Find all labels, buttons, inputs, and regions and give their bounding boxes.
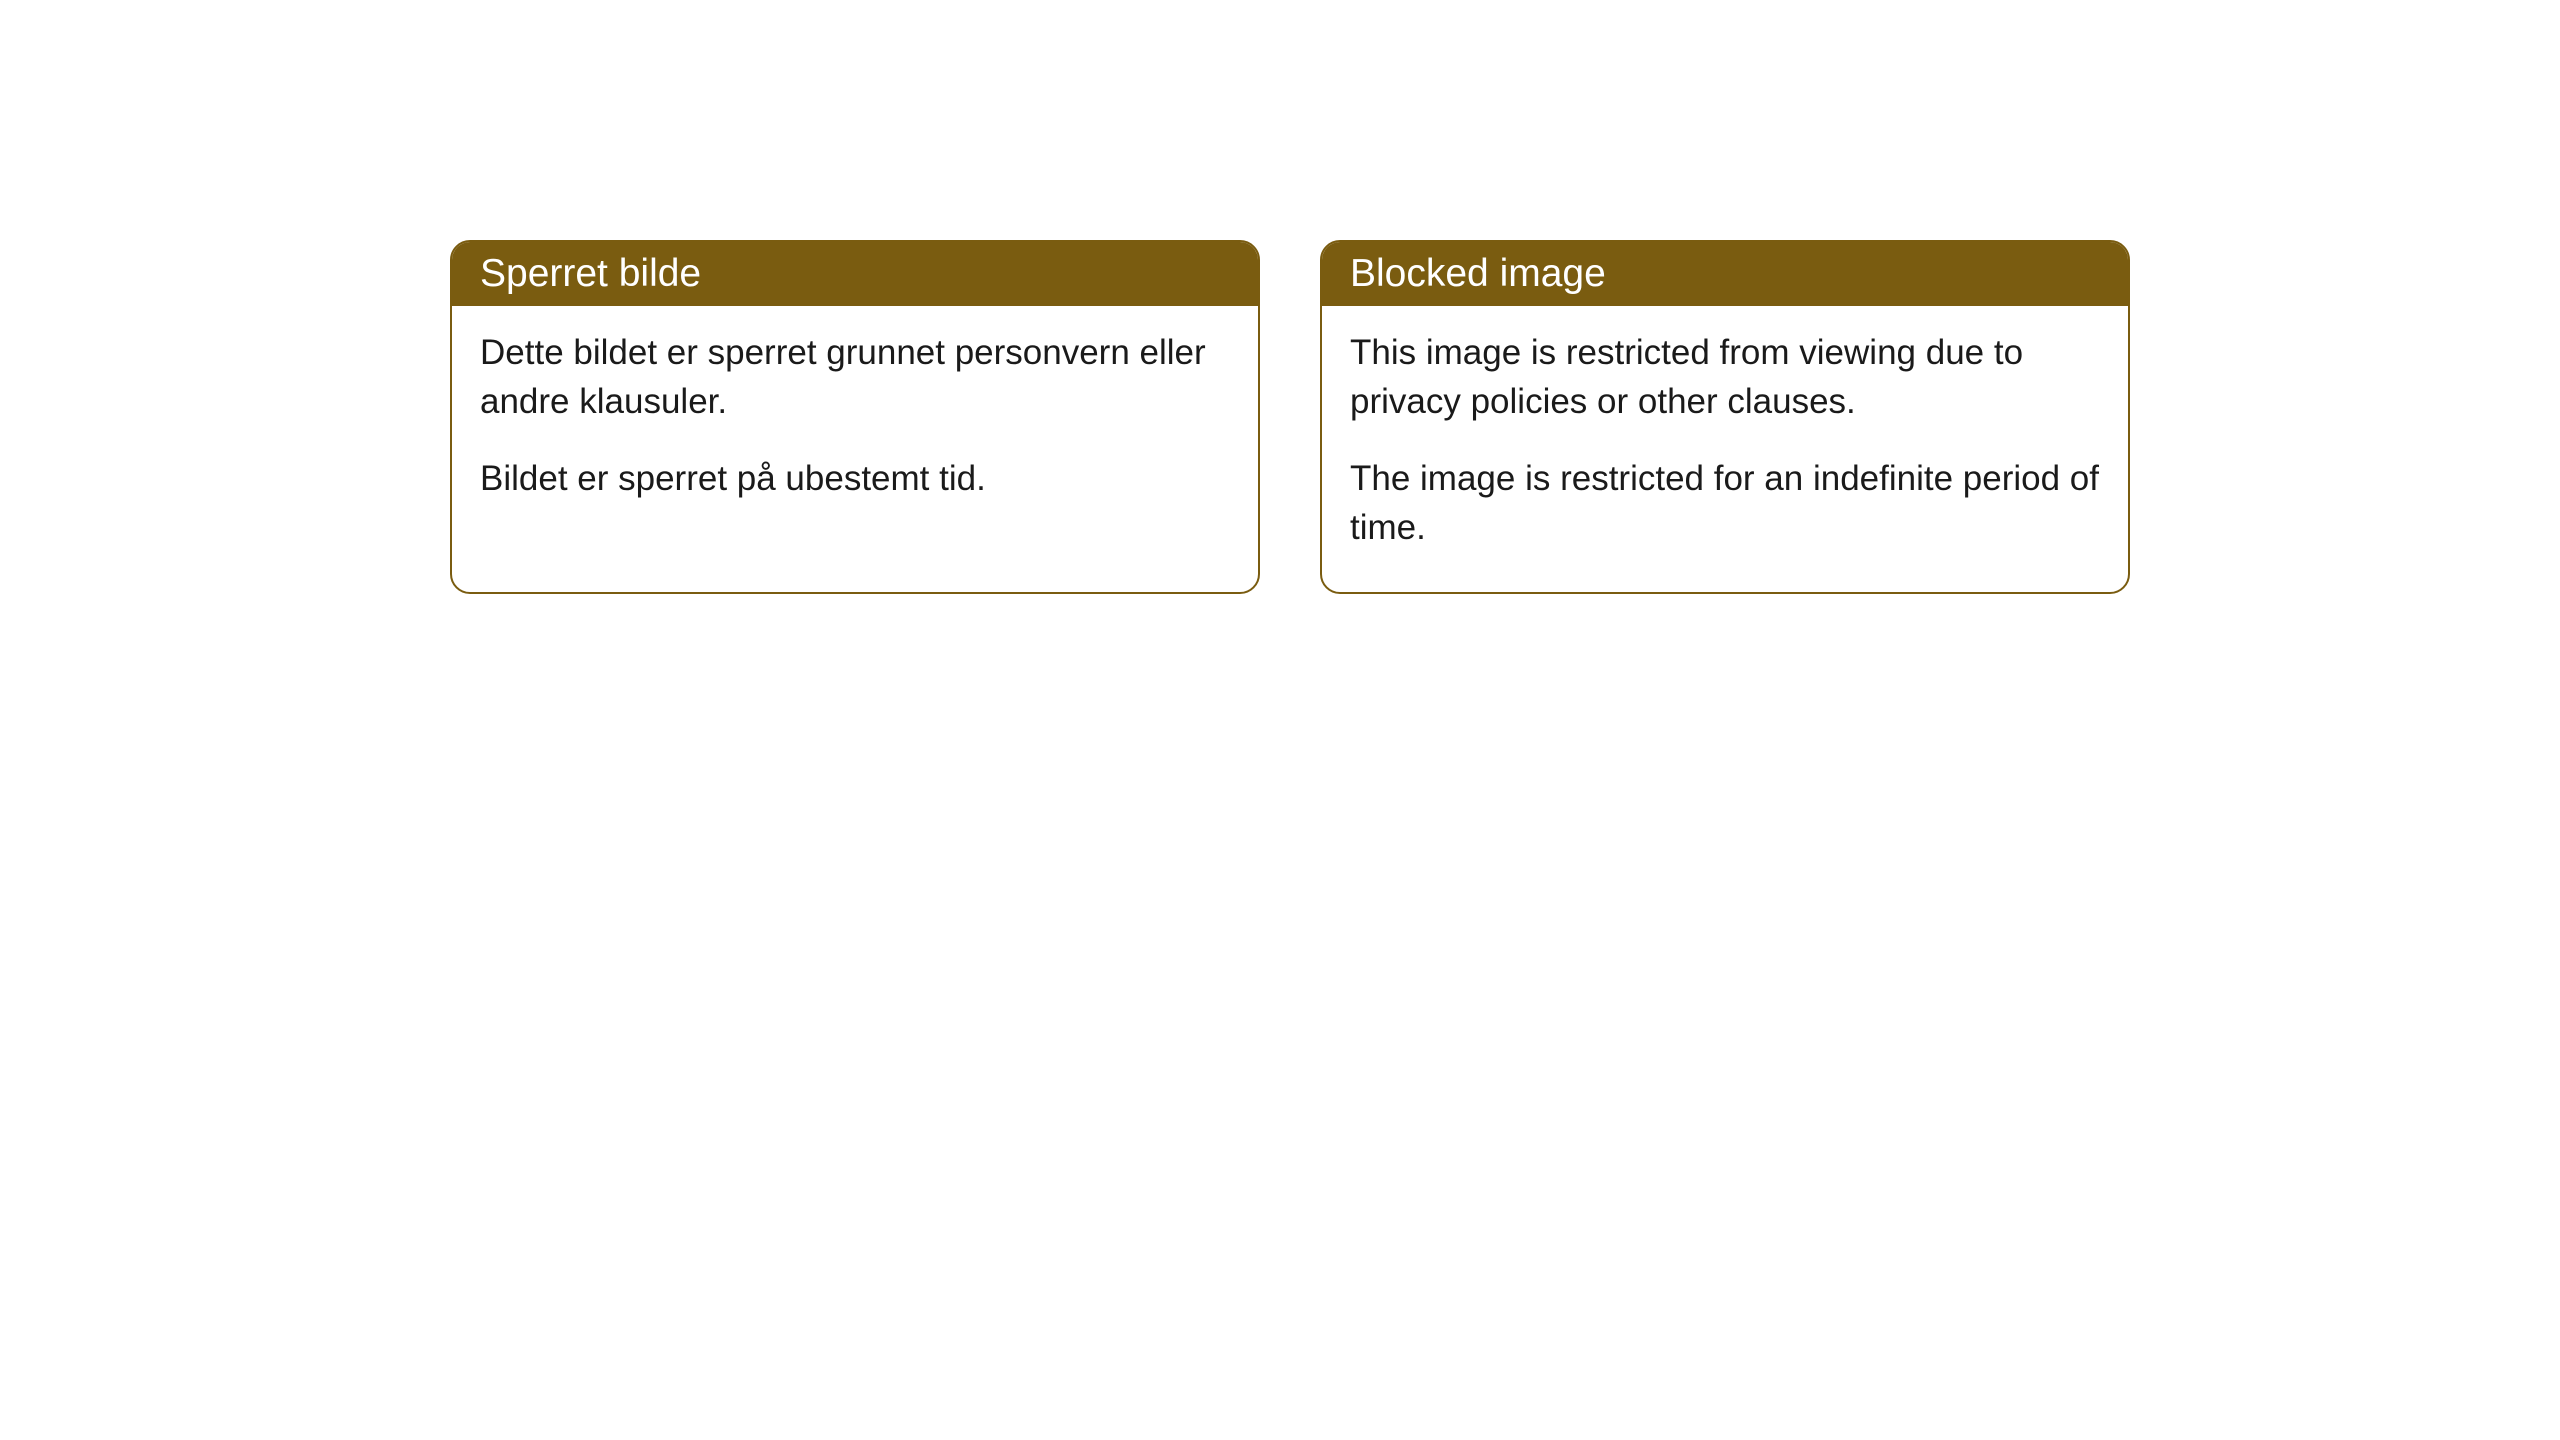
blocked-image-card-no: Sperret bilde Dette bildet er sperret gr… (450, 240, 1260, 594)
card-paragraph-1-no: Dette bildet er sperret grunnet personve… (480, 328, 1230, 426)
card-title-en: Blocked image (1322, 242, 2128, 306)
card-title-no: Sperret bilde (452, 242, 1258, 306)
notice-cards-container: Sperret bilde Dette bildet er sperret gr… (450, 240, 2130, 594)
blocked-image-card-en: Blocked image This image is restricted f… (1320, 240, 2130, 594)
card-paragraph-2-en: The image is restricted for an indefinit… (1350, 454, 2100, 552)
card-body-no: Dette bildet er sperret grunnet personve… (452, 306, 1258, 543)
card-body-en: This image is restricted from viewing du… (1322, 306, 2128, 592)
card-paragraph-2-no: Bildet er sperret på ubestemt tid. (480, 454, 1230, 503)
card-paragraph-1-en: This image is restricted from viewing du… (1350, 328, 2100, 426)
